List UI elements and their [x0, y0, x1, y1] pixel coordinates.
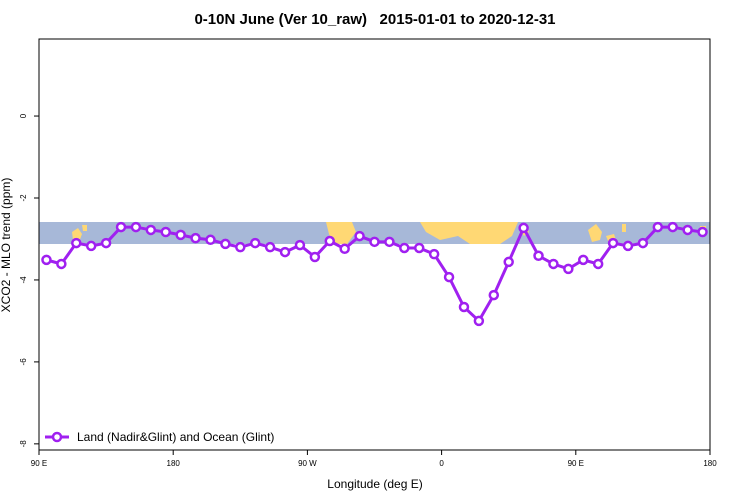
legend-label: Land (Nadir&Glint) and Ocean (Glint) — [77, 430, 274, 444]
data-point — [264, 241, 276, 253]
data-point — [309, 251, 321, 263]
data-point — [354, 230, 365, 242]
data-point — [622, 240, 634, 252]
data-point — [100, 237, 112, 249]
legend-marker — [51, 431, 63, 443]
y-tick-label: 0 — [19, 113, 28, 118]
data-point — [592, 258, 604, 270]
data-point — [339, 243, 350, 255]
y-tick-label: -2 — [19, 194, 28, 202]
x-tick-label: 180 — [703, 459, 717, 468]
data-point — [145, 224, 157, 236]
data-point — [428, 248, 440, 260]
x-tick-label: 0 — [439, 459, 444, 468]
data-point — [249, 237, 261, 249]
data-point — [637, 237, 649, 249]
data-point — [443, 271, 455, 283]
data-point — [220, 238, 231, 250]
x-tick-label: 90 E — [568, 459, 584, 468]
data-point — [56, 258, 67, 270]
data-point — [384, 236, 395, 248]
y-tick-label: -6 — [19, 358, 28, 366]
data-point — [279, 246, 291, 258]
data-point — [607, 237, 619, 249]
x-tick-label: 180 — [167, 459, 181, 468]
x-tick-label: 90 E — [31, 459, 47, 468]
data-point — [294, 239, 306, 251]
data-point — [548, 258, 559, 270]
x-tick-label: 90 W — [298, 459, 317, 468]
data-point — [399, 242, 410, 254]
data-point — [667, 221, 678, 233]
data-point — [533, 250, 544, 262]
data-point — [190, 232, 201, 244]
data-point — [458, 301, 470, 313]
data-point — [697, 226, 708, 238]
y-axis-label: XCO2 - MLO trend (ppm) — [0, 178, 13, 313]
data-point — [682, 224, 693, 236]
chart-title: 0-10N June (Ver 10_raw) 2015-01-01 to 20… — [194, 11, 555, 28]
data-point — [130, 221, 142, 233]
x-axis-label: Longitude (deg E) — [327, 477, 422, 491]
data-point — [578, 254, 589, 266]
data-point — [85, 240, 97, 252]
data-point — [563, 263, 574, 275]
data-point — [413, 242, 425, 254]
data-point — [488, 289, 500, 301]
data-point — [369, 236, 380, 248]
data-point — [41, 254, 52, 266]
data-point — [235, 241, 246, 253]
data-point — [115, 221, 127, 233]
data-point — [71, 237, 82, 249]
data-point — [324, 235, 336, 247]
data-point — [518, 222, 529, 234]
data-point — [205, 234, 216, 246]
data-point — [160, 226, 171, 238]
data-point — [175, 229, 186, 241]
data-point — [503, 256, 514, 268]
y-tick-label: -4 — [19, 276, 28, 284]
data-point — [652, 221, 664, 233]
y-tick-label: -8 — [19, 440, 28, 448]
data-point — [473, 315, 485, 327]
plot-frame — [38, 38, 711, 451]
